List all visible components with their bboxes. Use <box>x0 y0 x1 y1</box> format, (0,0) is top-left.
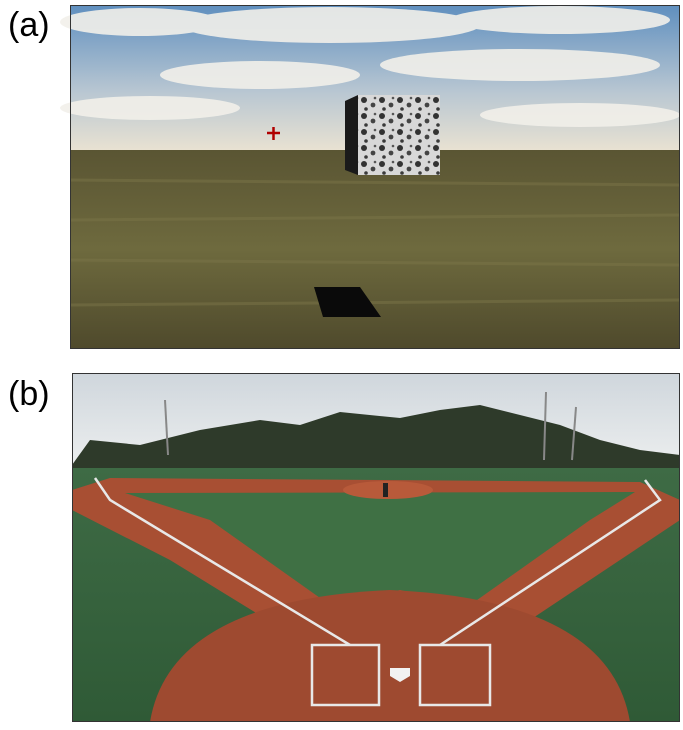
panel-label: (b) <box>8 375 50 413</box>
panel-label: (a) <box>8 6 50 44</box>
baseball-photo <box>72 373 680 722</box>
rendered-scene <box>60 5 681 349</box>
